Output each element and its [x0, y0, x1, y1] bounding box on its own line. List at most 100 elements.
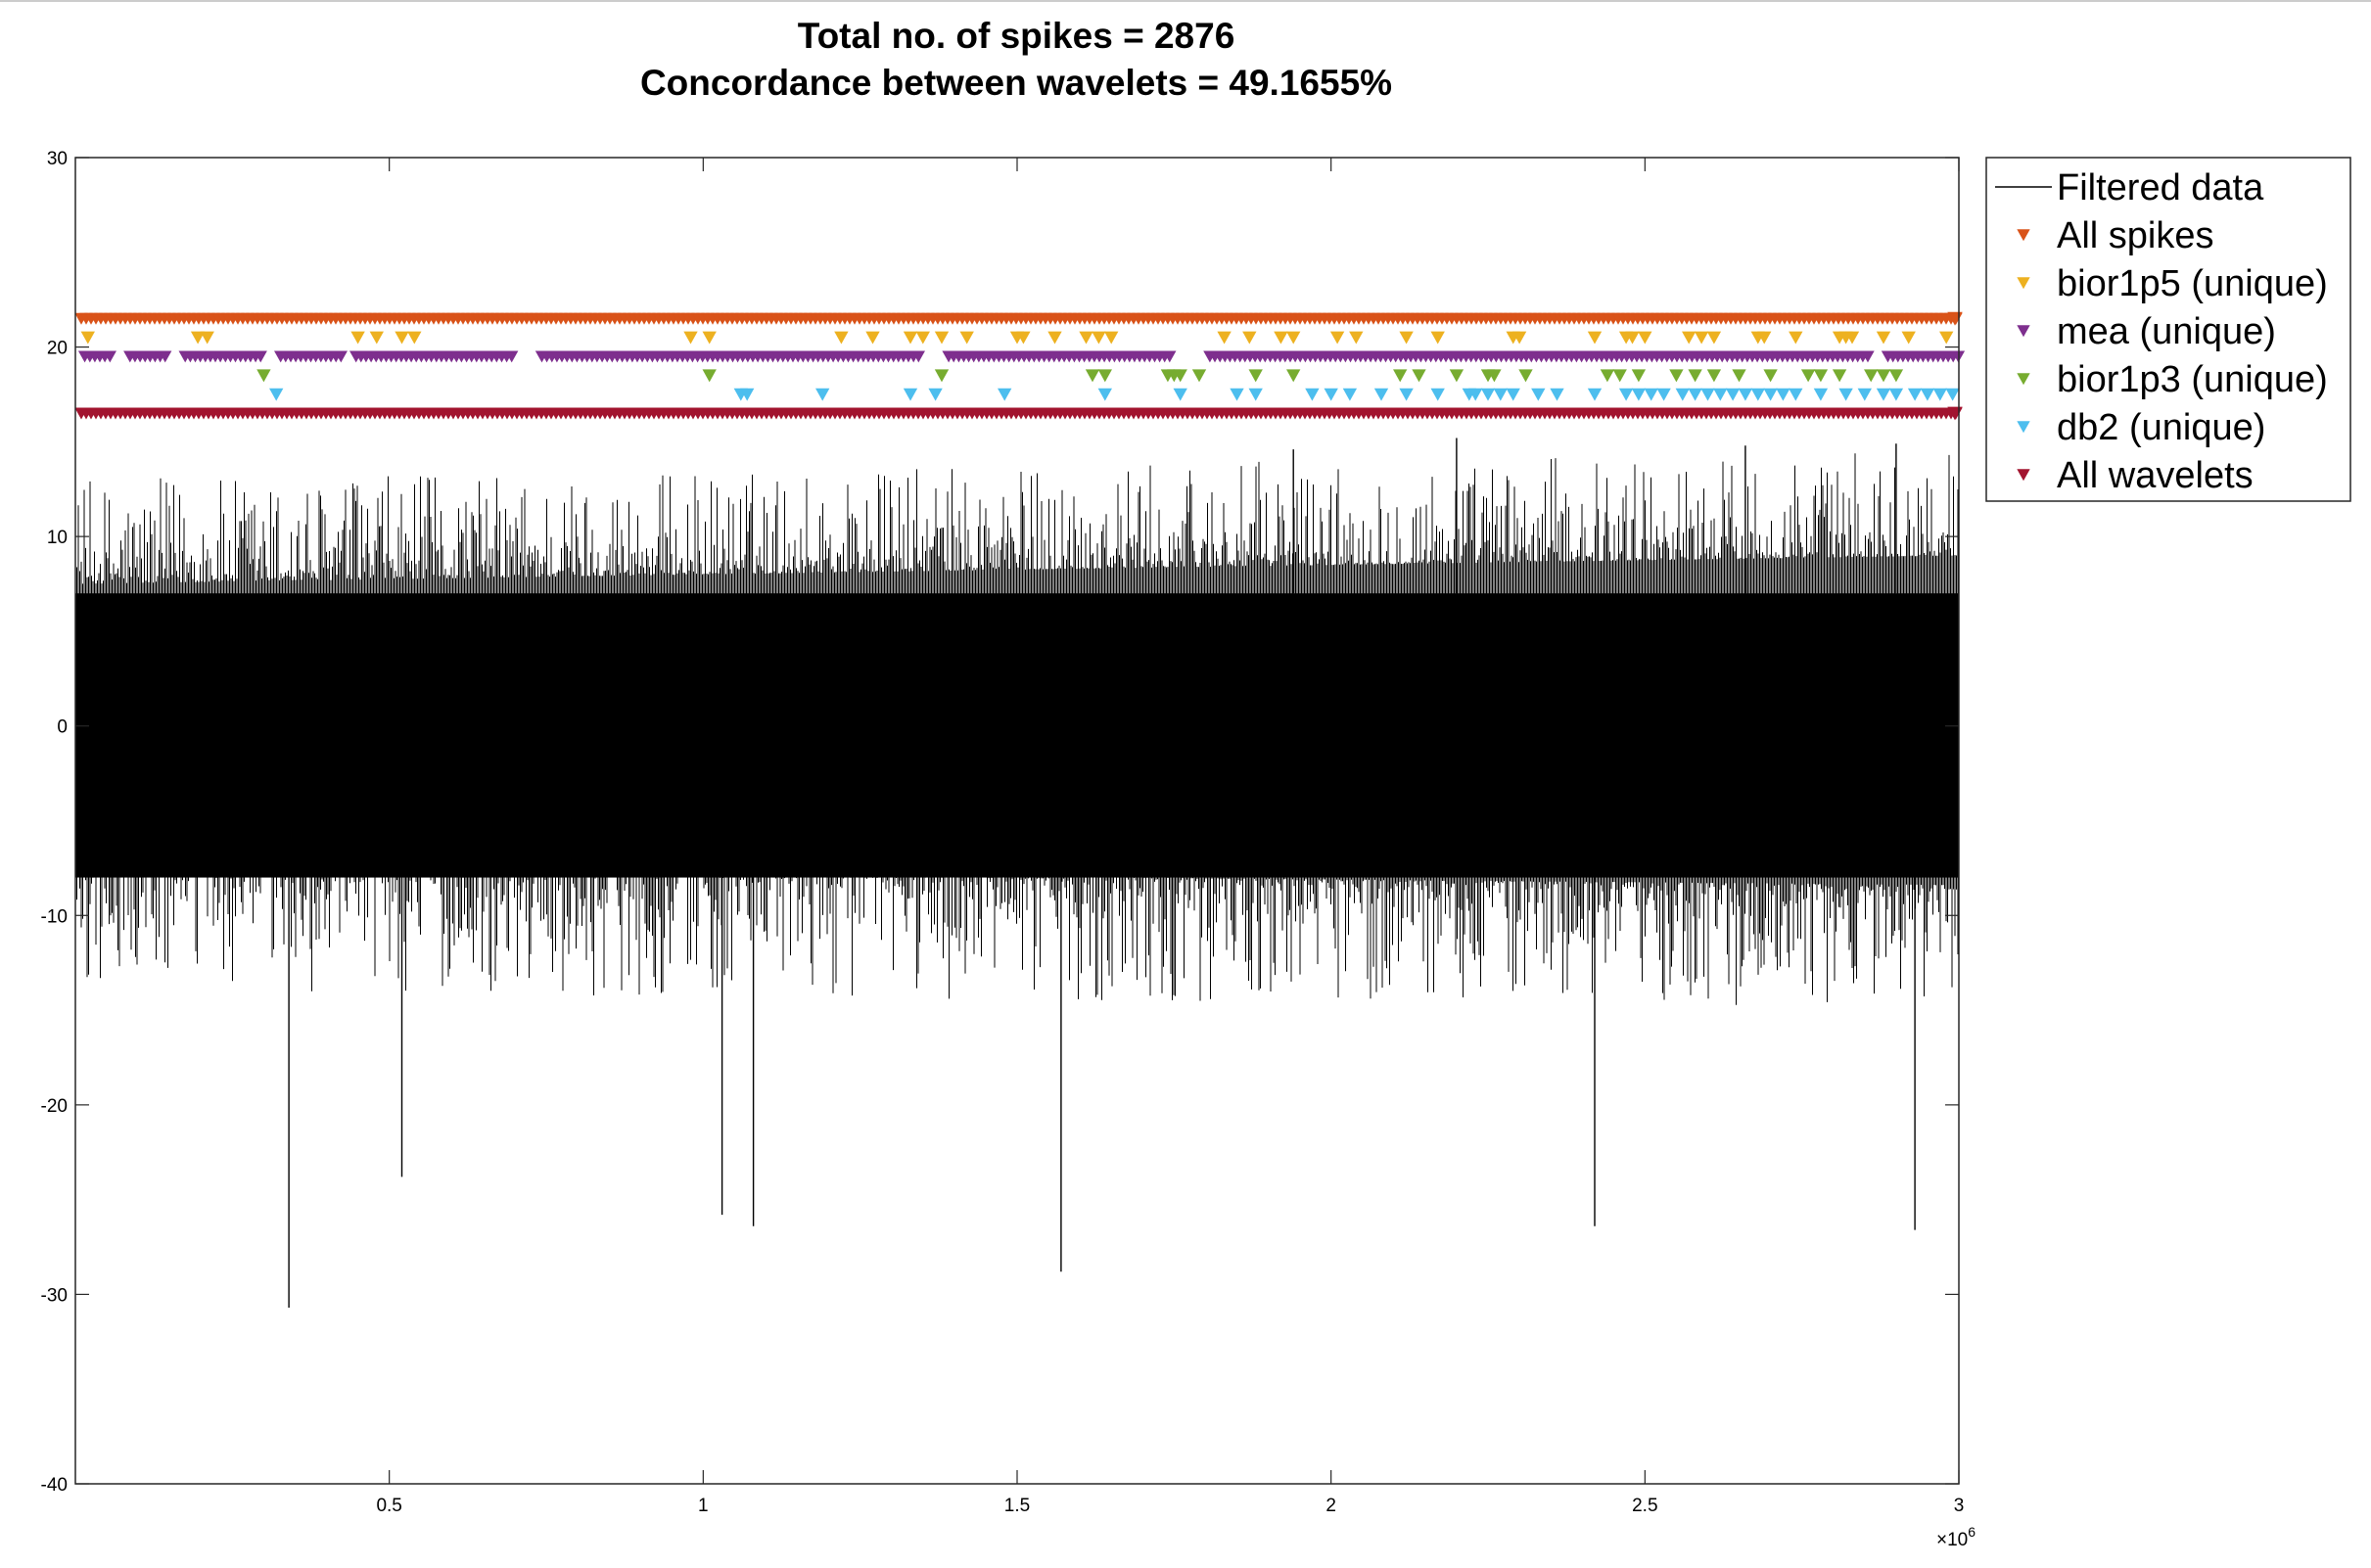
spike-marker — [1468, 388, 1483, 401]
legend-item: All spikes — [2017, 215, 2214, 256]
spike-marker — [1939, 331, 1954, 345]
spike-marker — [903, 388, 918, 401]
spike-marker — [1813, 369, 1829, 383]
spike-marker — [1706, 331, 1722, 345]
spike-marker — [1682, 331, 1697, 345]
spike-marker — [1725, 388, 1741, 401]
series-bior1p5-unique- — [80, 331, 1954, 345]
spike-marker — [1393, 369, 1408, 383]
spike-marker — [1173, 388, 1187, 401]
spike-marker — [103, 350, 116, 363]
spike-marker — [1097, 388, 1112, 401]
spike-marker — [1324, 388, 1338, 401]
series-bior1p3-unique- — [256, 369, 1904, 383]
series-db2-unique- — [269, 388, 1960, 401]
spike-marker — [1706, 369, 1722, 383]
spike-marker — [1631, 388, 1647, 401]
spike-marker — [998, 388, 1012, 401]
x-tick-label: 2.5 — [1632, 1496, 1657, 1516]
spike-marker — [1656, 388, 1671, 401]
spike-marker — [1242, 331, 1257, 345]
legend-marker-swatch — [2017, 277, 2030, 290]
legend-item: db2 (unique) — [2017, 407, 2265, 448]
spike-marker — [815, 388, 830, 401]
spike-marker — [903, 331, 918, 345]
spike-marker — [1511, 331, 1527, 345]
spike-marker — [1813, 388, 1829, 401]
x-tick-label: 0.5 — [376, 1496, 401, 1516]
spike-marker — [269, 388, 284, 401]
x-axis: 0.5 1 1.5 2 2.5 3 — [376, 158, 1964, 1516]
chart-subtitle: Concordance between wavelets = 49.1655% — [640, 63, 1392, 103]
spike-marker — [1901, 331, 1916, 345]
legend-label: mea (unique) — [2057, 311, 2276, 352]
spike-marker — [702, 369, 717, 383]
spike-marker — [1518, 369, 1533, 383]
y-tick-label: -40 — [41, 1475, 68, 1496]
spike-marker — [1688, 369, 1702, 383]
spike-marker — [1631, 369, 1647, 383]
spike-marker — [934, 369, 950, 383]
spike-marker — [959, 331, 974, 345]
spike-marker — [1487, 369, 1502, 383]
series-all-wavelets — [74, 406, 1963, 421]
legend-item: All wavelets — [2017, 455, 2254, 496]
spike-marker — [1750, 388, 1765, 401]
spike-marker — [1217, 331, 1232, 345]
spike-marker — [1700, 388, 1715, 401]
spike-marker — [1838, 388, 1853, 401]
x-axis-exponent: ×106 — [1936, 1524, 1976, 1550]
legend-label: Filtered data — [2057, 167, 2264, 208]
filtered-data-signal — [74, 438, 1959, 1308]
spike-marker — [1763, 369, 1778, 383]
spike-marker — [1876, 388, 1891, 401]
spike-marker — [915, 331, 930, 345]
spike-marker — [1230, 388, 1244, 401]
spike-marker — [1907, 388, 1923, 401]
spike-marker — [1675, 388, 1690, 401]
spike-marker — [1638, 331, 1652, 345]
spike-marker — [1832, 369, 1847, 383]
y-tick-label: 20 — [47, 339, 68, 359]
spike-marker — [1612, 369, 1627, 383]
spike-marker — [256, 369, 271, 383]
spike-marker — [1373, 388, 1389, 401]
spike-marker — [1688, 388, 1702, 401]
legend-item: bior1p5 (unique) — [2017, 263, 2328, 304]
spike-marker — [1861, 350, 1875, 363]
spike-marker — [1738, 388, 1753, 401]
spike-marker — [1449, 369, 1464, 383]
y-axis: 30 20 10 0 -10 -20 -30 -40 — [41, 149, 1959, 1496]
spike-marker — [1173, 369, 1187, 383]
spike-marker — [1713, 388, 1728, 401]
y-tick-label: -30 — [41, 1285, 68, 1306]
spike-marker — [1888, 388, 1904, 401]
spike-marker — [1286, 331, 1301, 345]
spike-marker — [1618, 388, 1634, 401]
legend-item: Filtered data — [1995, 167, 2264, 208]
spike-marker — [407, 331, 422, 345]
spike-marker — [1349, 331, 1364, 345]
x-axis-exponent-base: ×10 — [1936, 1530, 1968, 1550]
y-tick-label: -10 — [41, 906, 68, 927]
spike-marker — [1920, 388, 1935, 401]
spike-marker — [1399, 388, 1414, 401]
spike-marker — [1191, 369, 1207, 383]
legend-label: db2 (unique) — [2057, 407, 2265, 448]
spike-markers — [74, 311, 1966, 421]
y-tick-label: 0 — [57, 717, 68, 738]
spike-marker — [865, 331, 880, 345]
spike-marker — [928, 388, 943, 401]
legend-marker-swatch — [2017, 325, 2030, 338]
spike-marker — [1016, 331, 1031, 345]
x-axis-exponent-power: 6 — [1968, 1524, 1976, 1540]
spike-marker — [1800, 369, 1816, 383]
spike-marker — [159, 350, 172, 363]
spike-marker — [505, 350, 519, 363]
spike-marker — [1412, 369, 1426, 383]
spike-marker — [395, 331, 409, 345]
spike-marker — [1286, 369, 1301, 383]
legend-marker-swatch — [2017, 373, 2030, 386]
spike-marker — [1092, 331, 1106, 345]
